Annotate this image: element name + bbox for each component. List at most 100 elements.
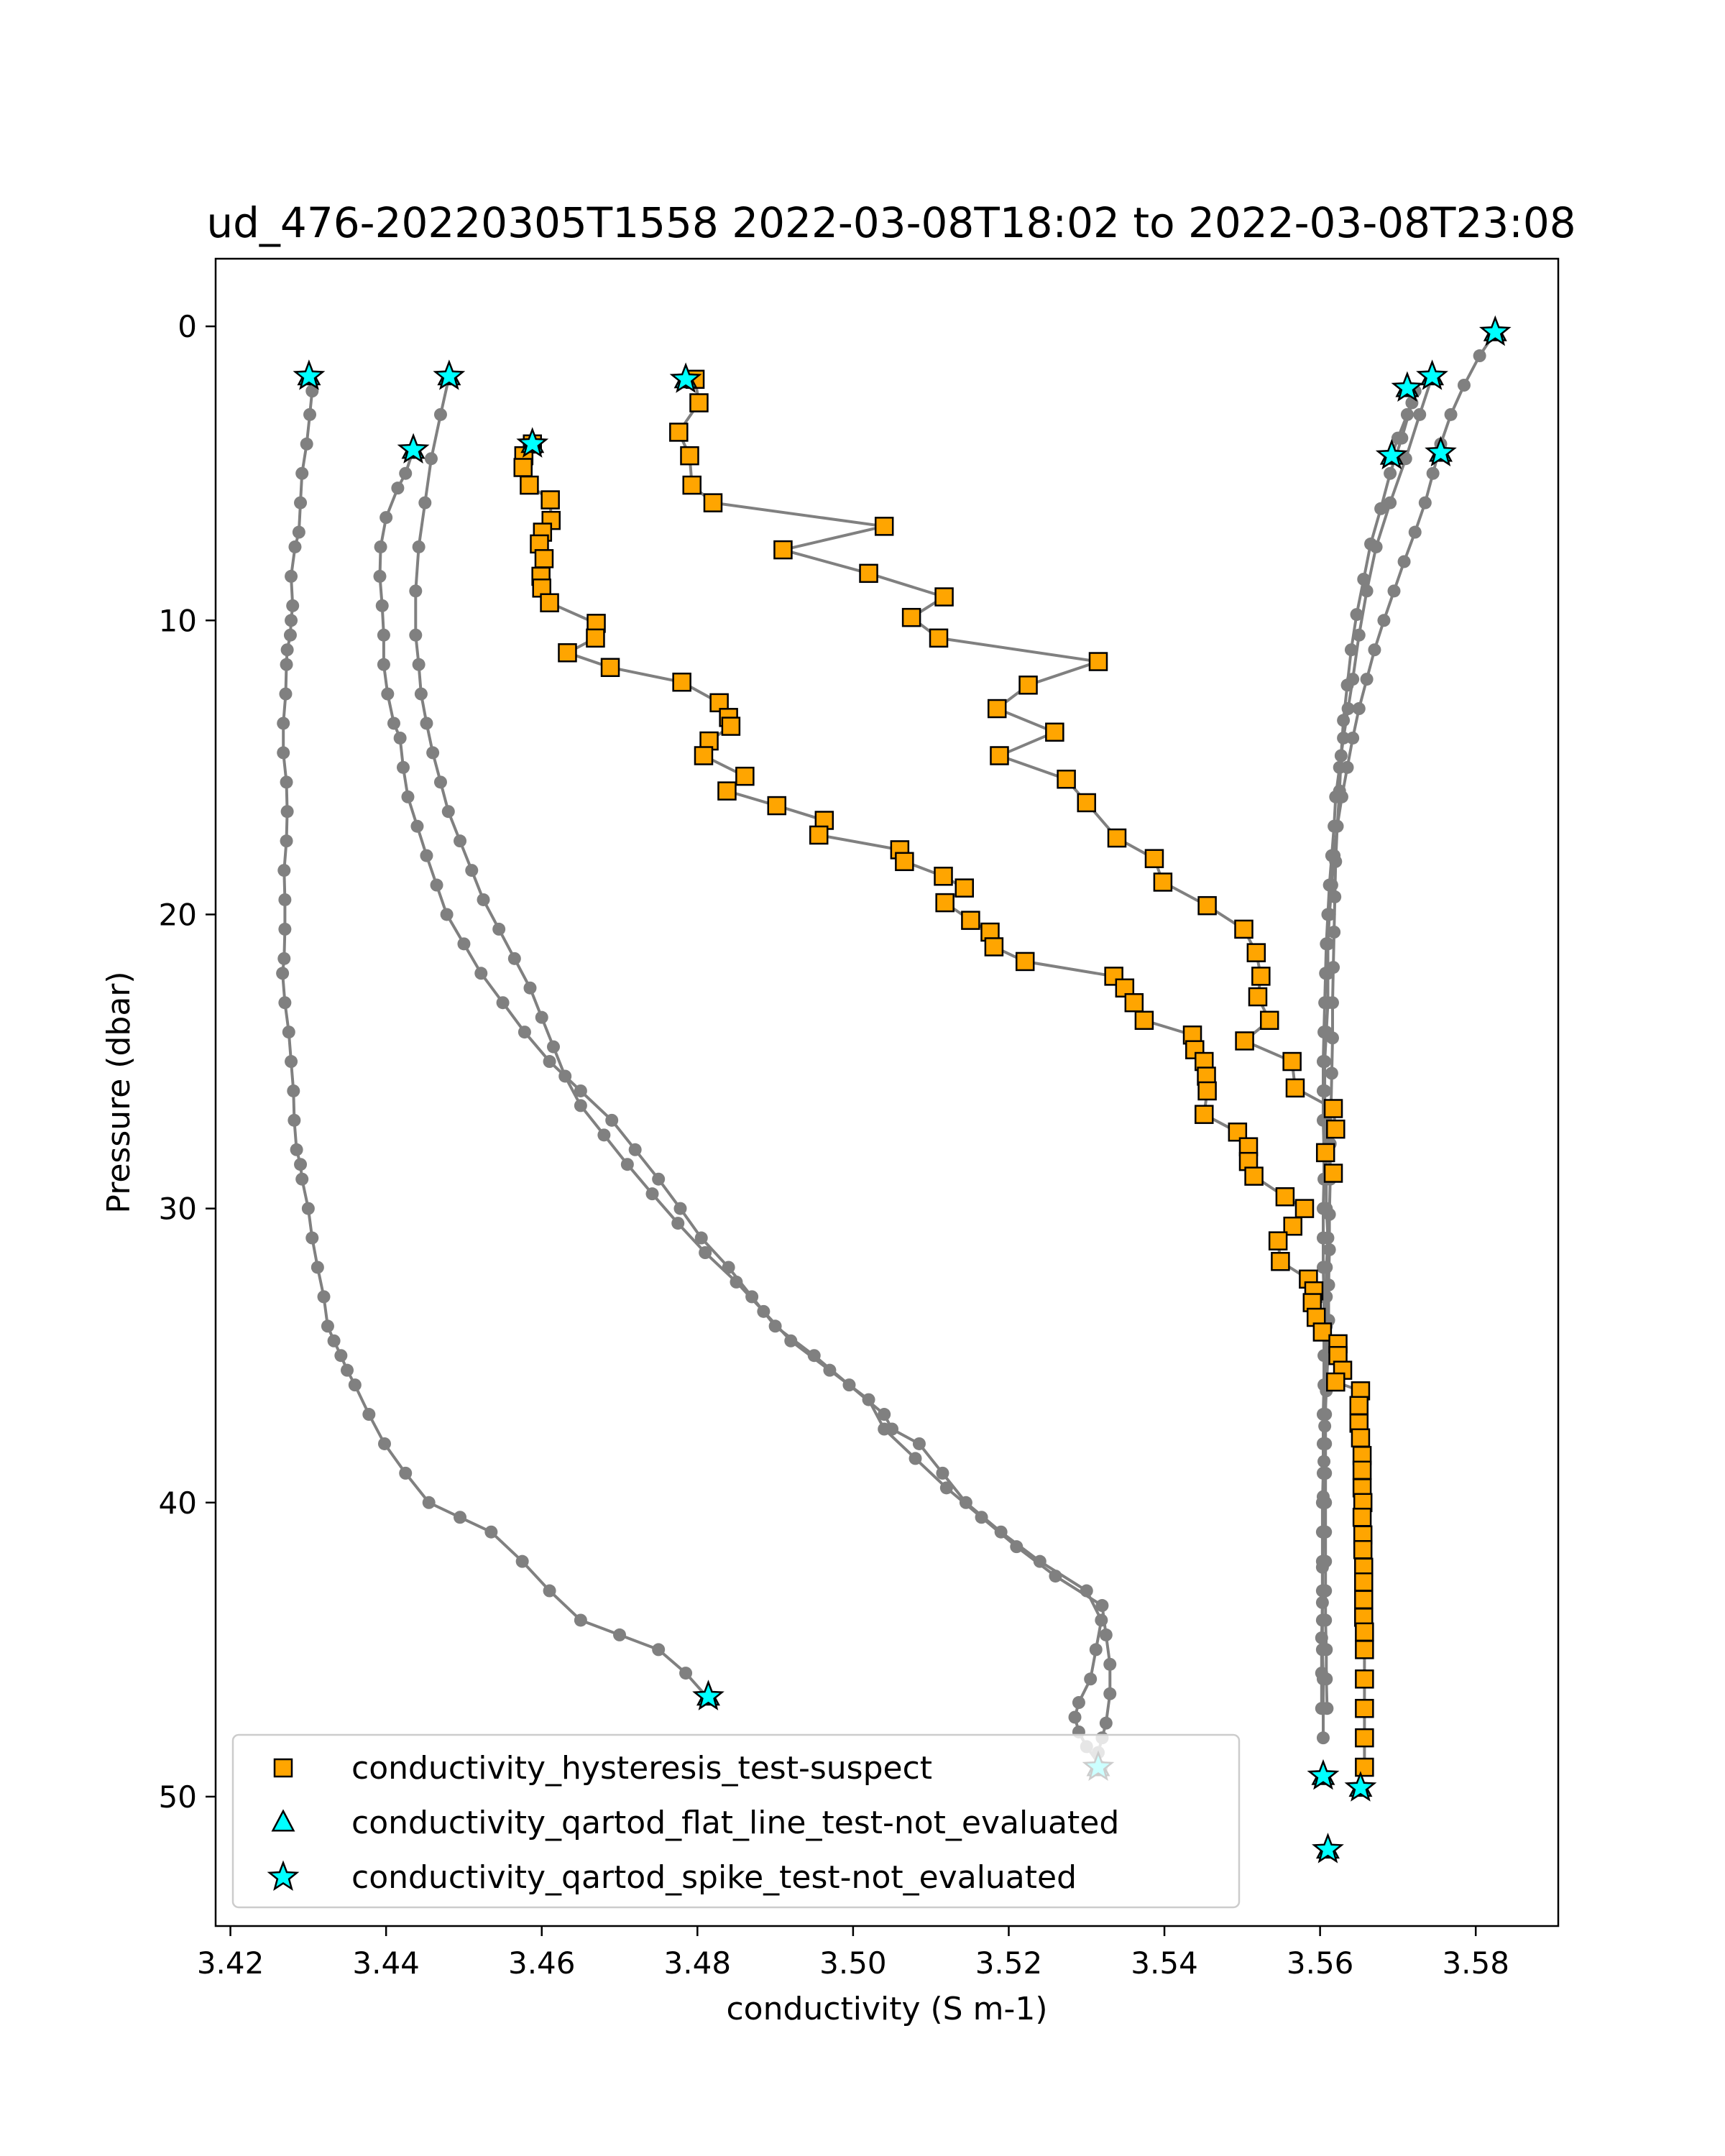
profile-point (492, 922, 506, 936)
profile-point (277, 717, 290, 730)
hysteresis-marker (935, 893, 954, 913)
profile-point (1315, 1595, 1329, 1609)
spike-marker (1375, 438, 1408, 470)
hysteresis-marker (721, 717, 741, 736)
hysteresis-marker (1228, 1122, 1248, 1142)
profile-point (694, 1231, 708, 1245)
profile-point (546, 1040, 560, 1054)
profile-point (288, 1113, 301, 1127)
spike-marker (1478, 315, 1512, 346)
hysteresis-marker (1312, 1322, 1333, 1342)
hysteresis-marker (1351, 1428, 1371, 1448)
profile-point (1089, 1643, 1103, 1657)
profile-point (426, 746, 440, 760)
profile-point (1352, 702, 1366, 716)
profile-point (454, 1511, 467, 1524)
hysteresis-marker (1088, 652, 1108, 671)
profile-point (1346, 731, 1360, 745)
hysteresis-marker (1285, 1078, 1305, 1098)
profile-point (420, 849, 433, 862)
hysteresis-marker (874, 517, 894, 536)
profile-point (418, 496, 432, 510)
hysteresis-marker (1045, 722, 1064, 742)
profile-point (373, 569, 387, 583)
hysteresis-marker (1259, 1010, 1279, 1031)
profile-point (454, 834, 467, 848)
profile-point (597, 1128, 611, 1142)
data-markers (293, 315, 1512, 1864)
profile-point (1340, 678, 1354, 692)
profile-point (278, 996, 292, 1010)
hysteresis-marker (1197, 895, 1217, 916)
hysteresis-marker (990, 746, 1009, 765)
profile-point (422, 1496, 436, 1509)
hysteresis-marker (600, 658, 620, 677)
profile-point (1316, 1490, 1330, 1503)
y-tick-label: 50 (159, 1779, 197, 1815)
hysteresis-marker (682, 475, 702, 495)
profile-point (412, 540, 426, 553)
profile-point (1099, 1716, 1113, 1730)
profile-point (348, 1378, 362, 1392)
profile-point (377, 658, 390, 671)
profile-point (1397, 555, 1411, 568)
profile-point (1418, 496, 1432, 510)
profile-point (1319, 1466, 1333, 1480)
legend-label: conductivity_qartod_flat_line_test-not_e… (351, 1805, 1119, 1841)
profile-point (287, 1084, 300, 1097)
profile-point (430, 878, 443, 892)
profile-point (280, 834, 293, 848)
profile-point (433, 407, 447, 421)
profile-point (1457, 378, 1471, 392)
profile-point (1408, 525, 1422, 539)
profile-point (975, 1511, 988, 1524)
hysteresis-marker (929, 628, 949, 648)
hysteresis-marker (1282, 1051, 1302, 1072)
profile-point (574, 1084, 587, 1097)
profile-point (465, 864, 479, 877)
profile-point (1103, 1657, 1117, 1671)
profile-point (1321, 1231, 1335, 1245)
legend-square-swatch (273, 1758, 293, 1778)
profile-point (380, 511, 393, 525)
profile-point (1315, 1631, 1328, 1645)
hysteresis-marker (1355, 1757, 1374, 1777)
hysteresis-marker (717, 781, 737, 801)
hysteresis-marker (1268, 1231, 1288, 1250)
profile-point (1315, 1702, 1328, 1715)
profile-point (1033, 1554, 1046, 1568)
spike-marker (293, 359, 326, 390)
hysteresis-marker (1355, 1698, 1374, 1718)
profile-point (290, 1143, 303, 1156)
spike-marker (516, 427, 549, 458)
hysteresis-marker (558, 643, 577, 663)
hysteresis-marker (961, 911, 980, 930)
profile-point (1334, 749, 1348, 763)
hysteresis-marker (1355, 1669, 1374, 1689)
hysteresis-marker (954, 878, 974, 898)
profile-point (1344, 643, 1358, 657)
y-tick-label: 0 (178, 309, 197, 344)
profile-point (374, 540, 387, 553)
x-tick-label: 3.58 (1442, 1945, 1509, 1981)
legend-label: conductivity_hysteresis_test-suspect (351, 1750, 932, 1787)
profile-point (1315, 1667, 1328, 1680)
profile-point (613, 1628, 627, 1641)
profile-point (310, 1261, 324, 1274)
hysteresis-marker (1197, 1081, 1217, 1101)
hysteresis-marker (859, 563, 878, 584)
profile-point (377, 628, 390, 642)
profile-point (518, 1026, 531, 1039)
hysteresis-marker (1275, 1187, 1295, 1207)
spike-marker (1312, 1833, 1344, 1864)
x-tick-label: 3.42 (197, 1945, 264, 1981)
profile-point (305, 384, 319, 398)
profile-point (862, 1393, 875, 1406)
profile-point (1328, 926, 1341, 939)
profile-point (1325, 996, 1339, 1010)
profile-point (391, 482, 405, 495)
profile-point (440, 908, 454, 921)
profile-point (295, 1172, 309, 1186)
hysteresis-marker (1326, 1119, 1346, 1139)
profile-point (327, 1334, 341, 1348)
